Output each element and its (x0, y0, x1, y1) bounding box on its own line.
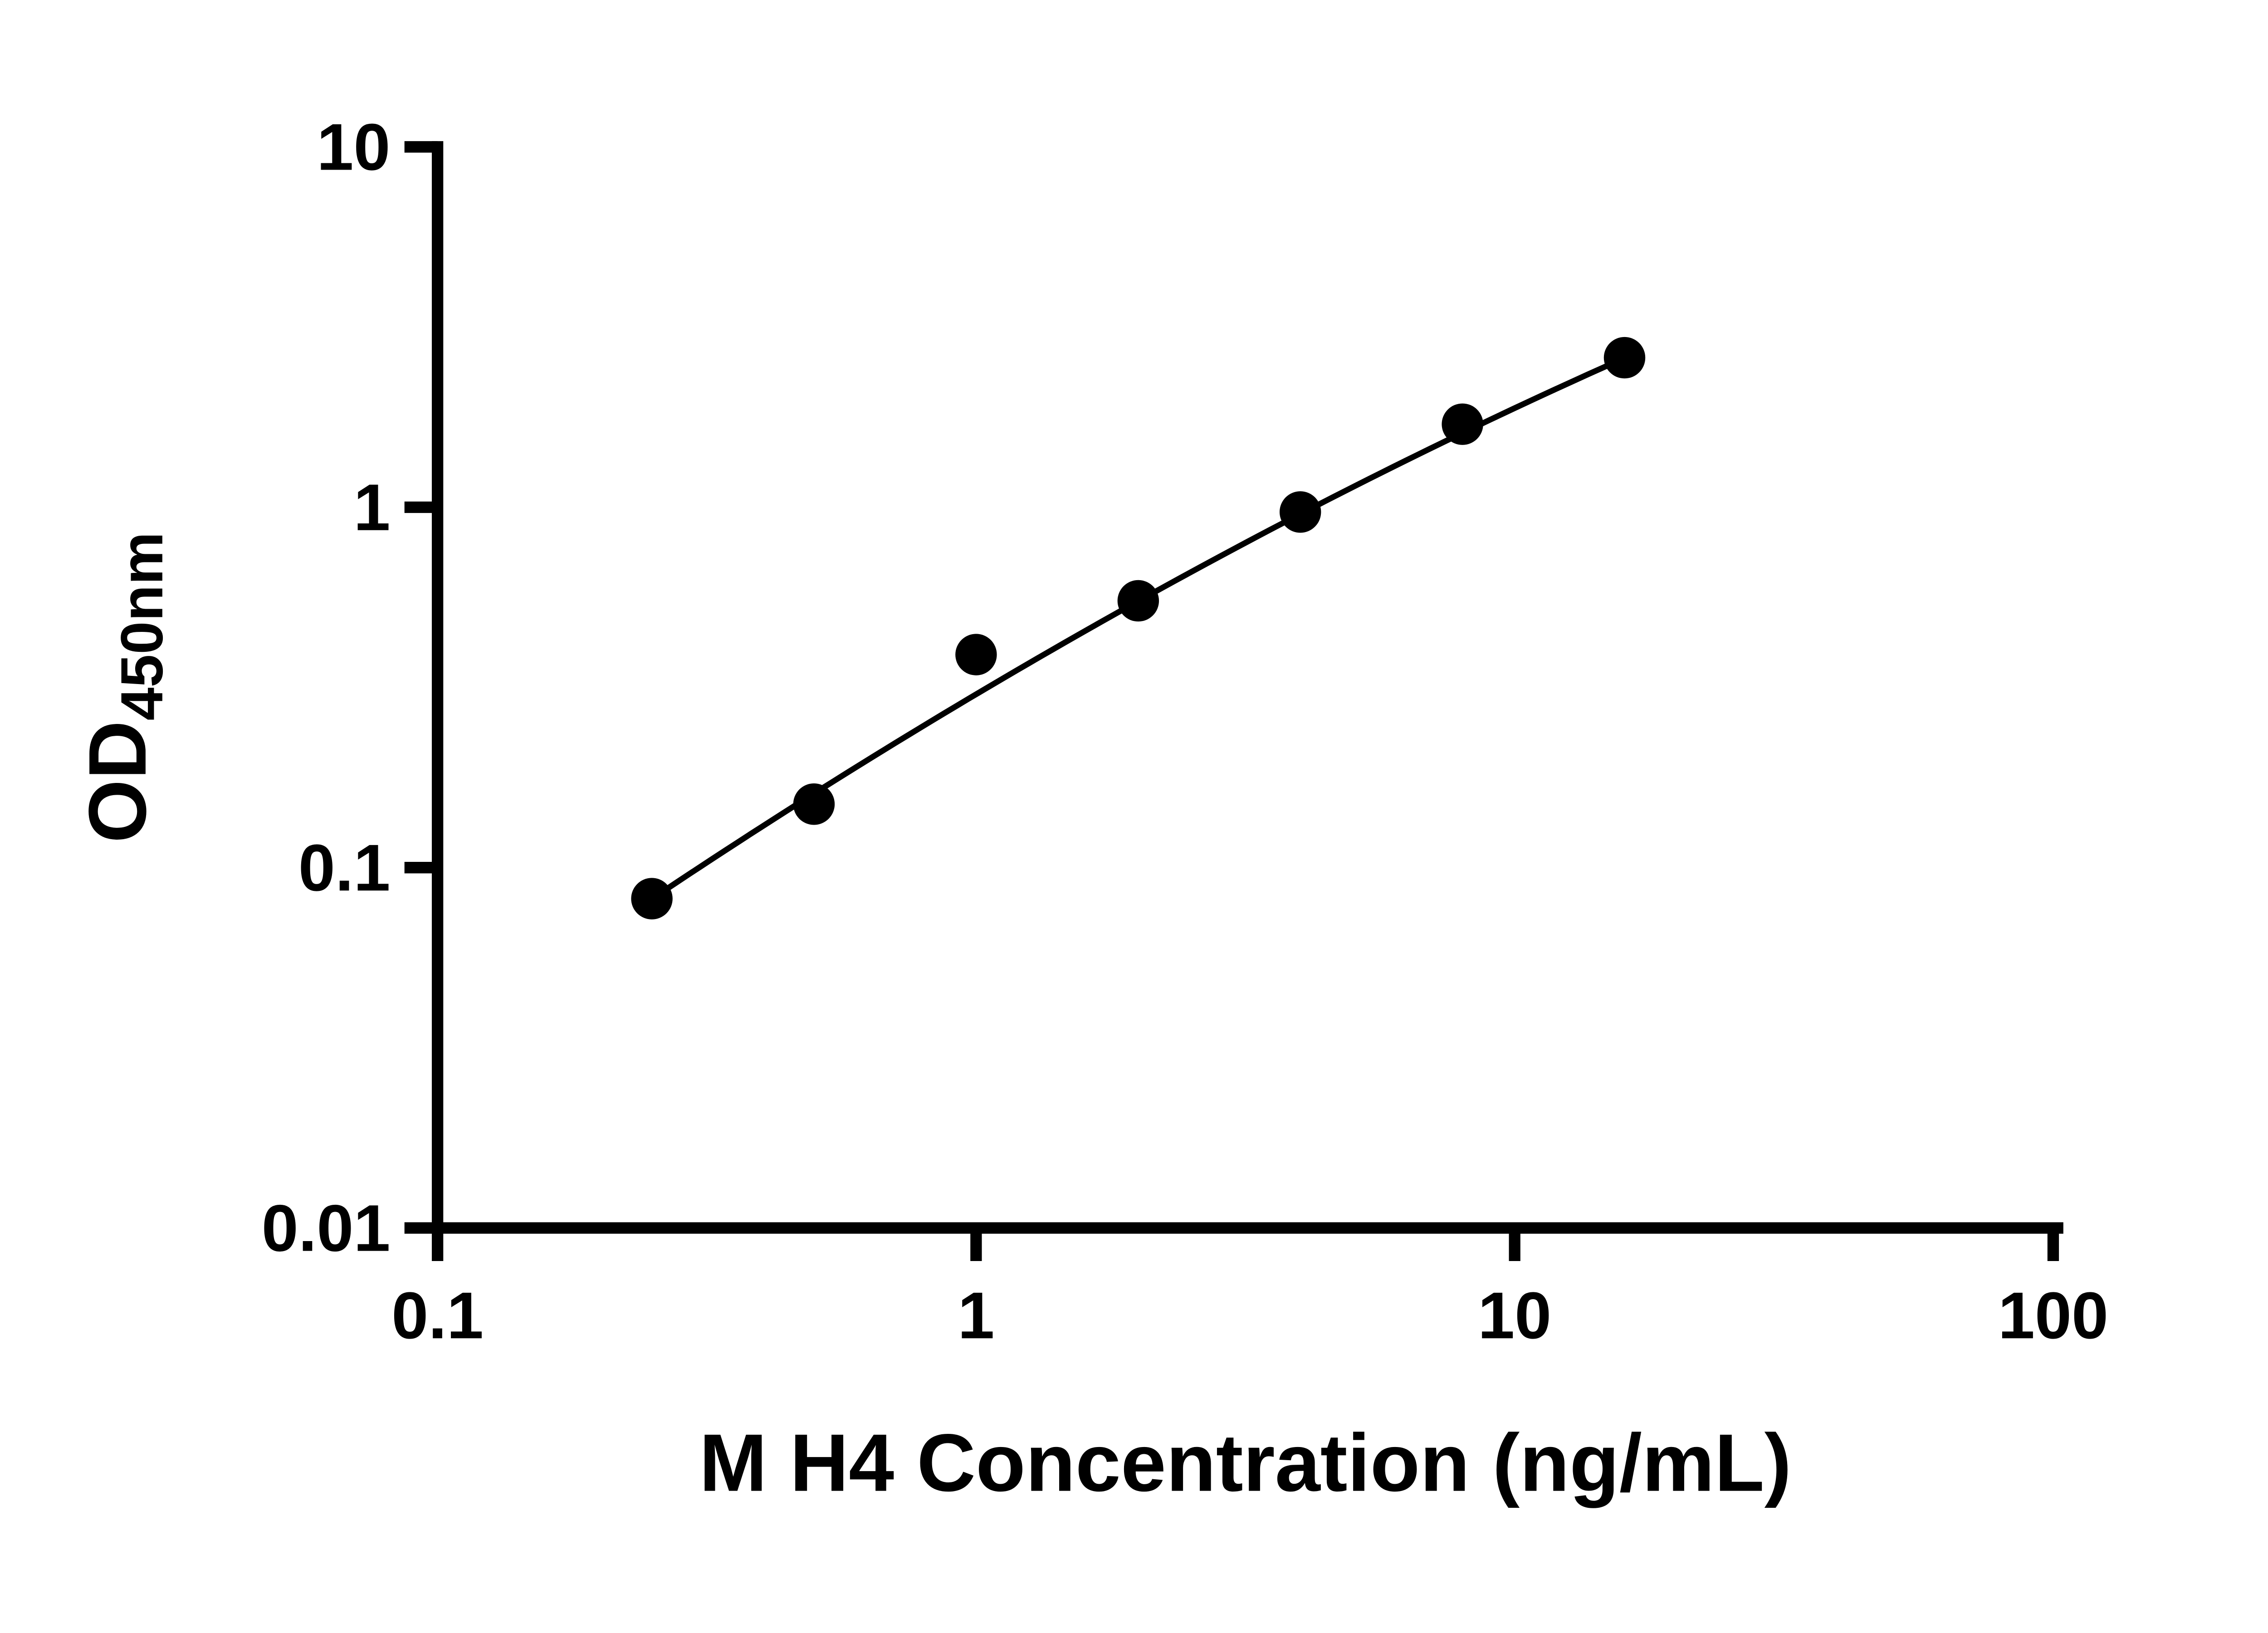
y-tick-label: 0.1 (298, 831, 391, 905)
elisa-standard-curve-figure: 0.01 0.1 1 10 0.1 1 10 100 M H4 Concentration (n… (72, 110, 2109, 1509)
data-point (1442, 403, 1483, 445)
data-point (955, 634, 997, 675)
data-point (1603, 337, 1646, 379)
data-point (793, 783, 835, 825)
data-point (1117, 580, 1159, 622)
y-tick-label: 0.01 (262, 1191, 391, 1265)
axis-lines (431, 141, 2063, 1234)
x-tick-label: 100 (1998, 1278, 2108, 1352)
y-tick-label: 1 (353, 470, 390, 544)
x-tick-label: 0.1 (391, 1278, 484, 1352)
y-tick-label: 10 (317, 110, 390, 184)
data-point (1279, 491, 1321, 533)
fit-curve (650, 355, 1626, 901)
x-tick-label: 10 (1478, 1278, 1551, 1352)
y-axis-title: OD450nm (72, 532, 175, 843)
data-point (631, 878, 673, 919)
x-tick-label: 1 (958, 1278, 994, 1352)
x-axis-title: M H4 Concentration (ng/mL) (699, 1418, 1791, 1509)
